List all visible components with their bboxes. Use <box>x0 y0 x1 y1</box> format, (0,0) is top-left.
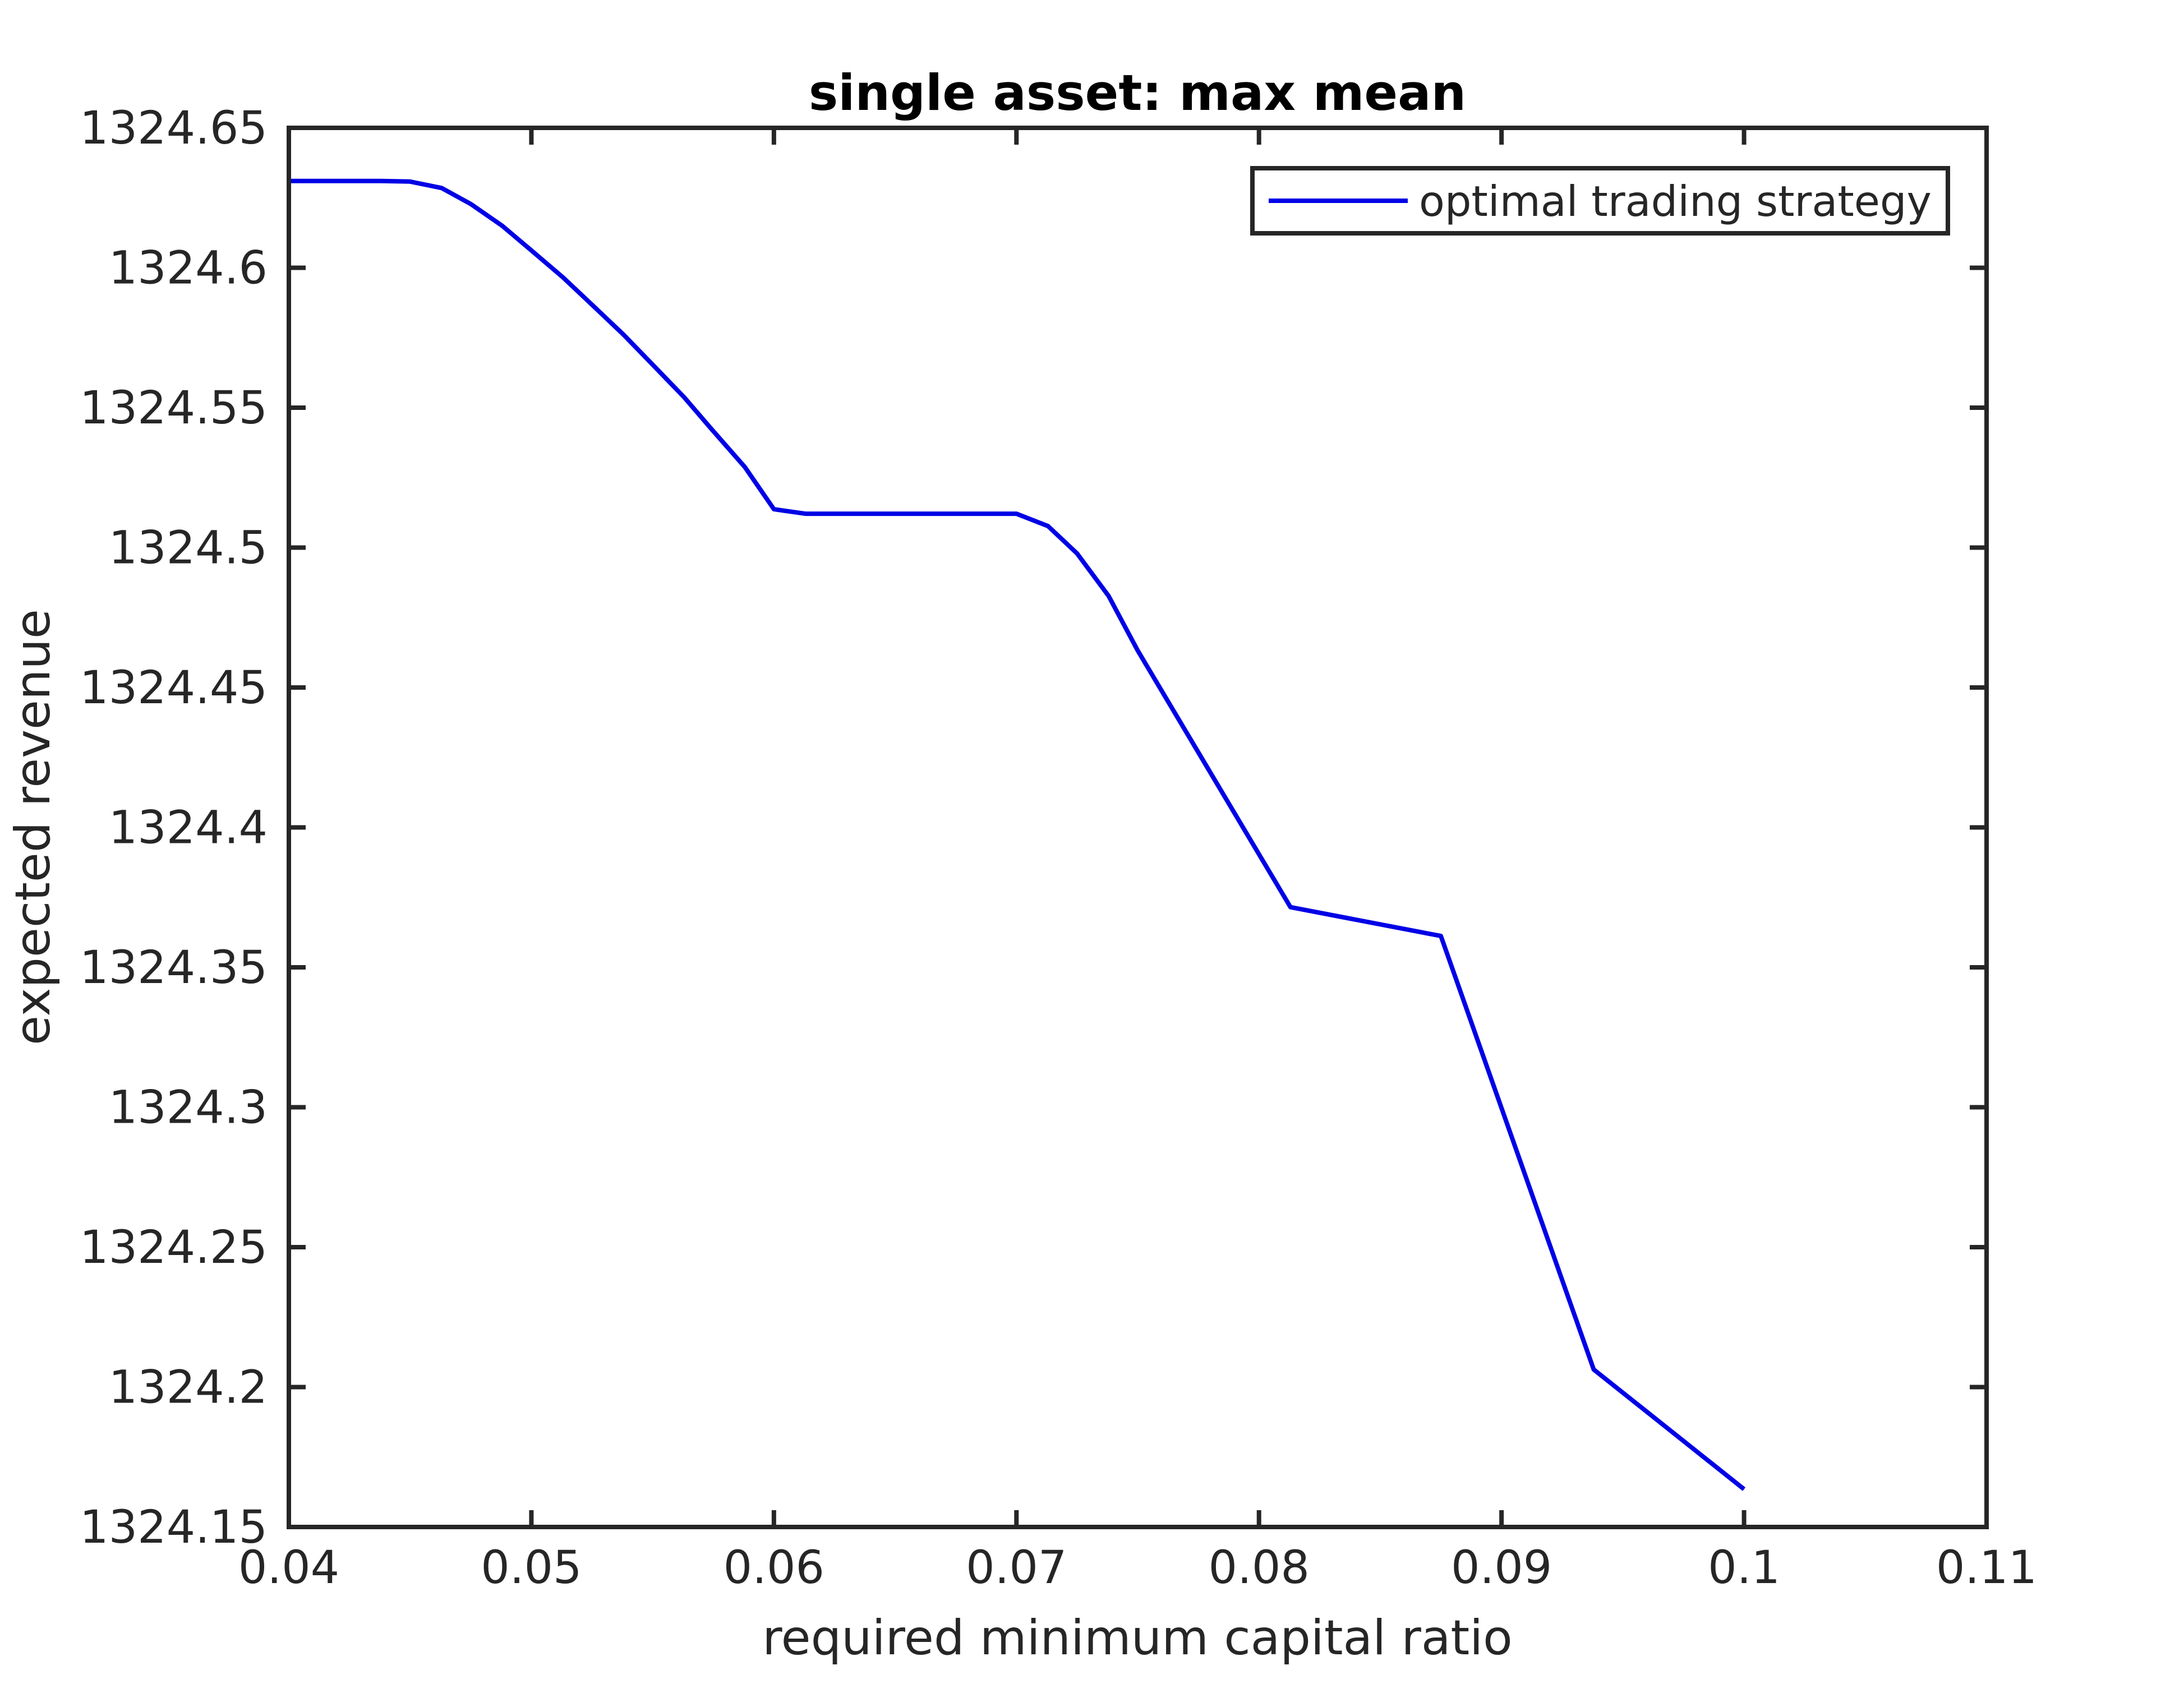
y-tick-label: 1324.2 <box>109 1362 268 1414</box>
y-tick-label: 1324.6 <box>109 242 268 295</box>
y-tick-label: 1324.55 <box>80 382 268 435</box>
chart-title: single asset: max mean <box>809 64 1466 122</box>
x-tick-label: 0.06 <box>724 1542 824 1594</box>
x-tick-label: 0.1 <box>1708 1542 1780 1594</box>
series-line-optimal-trading-strategy <box>289 178 1746 1491</box>
y-tick-label: 1324.65 <box>80 102 268 155</box>
y-tick-label: 1324.3 <box>109 1082 268 1134</box>
y-tick-label: 1324.5 <box>109 522 268 575</box>
x-tick-label: 0.08 <box>1209 1542 1310 1594</box>
x-tick-label: 0.11 <box>1936 1542 2037 1594</box>
series-layer <box>289 178 1746 1491</box>
y-tick-label: 1324.4 <box>109 802 268 855</box>
y-tick-label: 1324.35 <box>80 942 268 994</box>
plot-area <box>289 128 1987 1527</box>
y-tick-label: 1324.45 <box>80 662 268 714</box>
x-axis-tick-labels: 0.04 0.05 0.06 0.07 0.08 0.09 0.1 0.11 <box>238 1542 2037 1594</box>
x-tick-label: 0.07 <box>966 1542 1067 1594</box>
legend-entry-label: optimal trading strategy <box>1419 177 1932 226</box>
x-tick-label: 0.05 <box>481 1542 582 1594</box>
x-tick-label: 0.04 <box>238 1542 339 1594</box>
y-axis-tick-labels: 1324.15 1324.2 1324.25 1324.3 1324.35 1324.4 1… <box>80 102 268 1554</box>
x-tick-label: 0.09 <box>1451 1542 1552 1594</box>
y-axis-label: expected revenue <box>5 609 61 1045</box>
legend: optimal trading strategy <box>1250 166 1950 236</box>
x-axis-label: required minimum capital ratio <box>762 1610 1513 1666</box>
plot-frame <box>287 126 1989 1529</box>
y-tick-label: 1324.25 <box>80 1221 268 1274</box>
y-tick-label: 1324.15 <box>80 1501 268 1554</box>
